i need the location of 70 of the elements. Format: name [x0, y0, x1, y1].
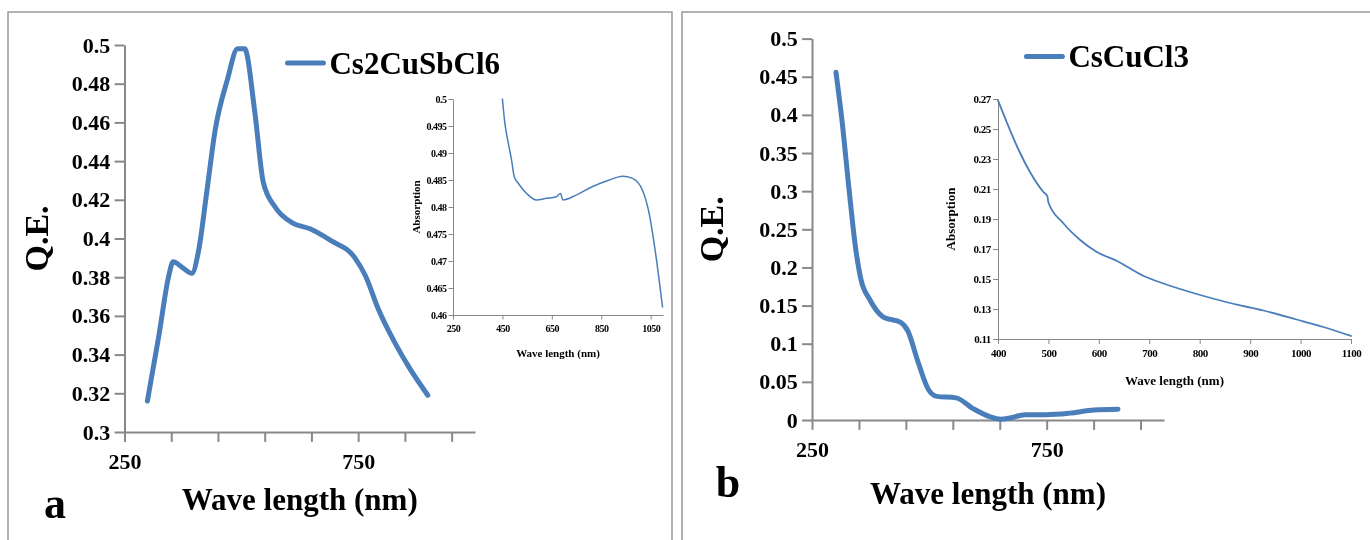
y-tick-label: 0.5	[435, 93, 447, 105]
y-tick-label: 0.475	[426, 228, 447, 240]
y-tick-label: 0.46	[431, 309, 447, 321]
x-axis-title: Wave length (nm)	[870, 476, 1106, 511]
x-tick-label: 800	[1192, 347, 1209, 360]
y-tick-label: 0.13	[973, 303, 992, 316]
y-tick-label: 0.2	[770, 254, 798, 280]
y-tick-label: 0.485	[426, 174, 447, 186]
x-tick-label: 250	[108, 448, 142, 474]
x-tick-label: 400	[991, 347, 1007, 360]
y-tick-label: 0.47	[431, 255, 447, 267]
x-tick-label: 1100	[1341, 347, 1363, 360]
legend-label: Cs2CuSbCl6	[329, 45, 500, 81]
y-axis-title: Q.E.	[693, 196, 730, 263]
y-tick-label: 0.38	[71, 264, 111, 290]
y-tick-label: 0.25	[973, 123, 992, 136]
x-tick-label: 650	[545, 322, 560, 334]
y-axis-title: Absorption	[410, 180, 422, 234]
y-axis-title: Q.E.	[18, 205, 55, 272]
x-tick-label: 600	[1091, 347, 1108, 360]
y-tick-label: 0.36	[71, 303, 111, 329]
y-tick-label: 0.11	[974, 333, 991, 346]
y-tick-label: 0.25	[759, 216, 798, 242]
legend-label: CsCuCl3	[1068, 39, 1189, 75]
y-axis-title: Absorption	[943, 186, 958, 251]
x-axis-title: Wave length (nm)	[516, 347, 601, 360]
x-tick-label: 1000	[1291, 347, 1313, 360]
y-tick-label: 0.34	[71, 342, 111, 368]
y-tick-label: 0.5	[82, 32, 111, 58]
x-tick-label: 450	[496, 322, 511, 334]
y-tick-label: 0.48	[431, 201, 447, 213]
y-tick-label: 0.3	[82, 419, 111, 445]
x-axis-title: Wave length (nm)	[181, 482, 418, 517]
y-tick-label: 0.465	[426, 282, 447, 294]
x-tick-label: 500	[1041, 347, 1058, 360]
x-tick-label: 850	[594, 322, 609, 334]
line-series	[501, 98, 664, 308]
y-tick-label: 0.15	[759, 293, 798, 319]
y-tick-label: 0.21	[973, 183, 991, 196]
y-tick-label: 0.4	[770, 102, 798, 128]
x-tick-label: 750	[1030, 436, 1064, 462]
y-tick-label: 0.46	[71, 109, 111, 135]
y-tick-label: 0.42	[71, 187, 111, 213]
x-tick-label: 250	[446, 322, 461, 334]
y-tick-label: 0.19	[973, 213, 992, 226]
y-tick-label: 0.1	[770, 331, 798, 357]
x-axis-title: Wave length (nm)	[1125, 373, 1224, 388]
text: b	[715, 458, 741, 507]
y-tick-label: 0.45	[759, 64, 798, 90]
y-tick-label: 0.44	[71, 148, 111, 174]
text: a	[44, 479, 66, 528]
y-tick-label: 0.32	[71, 380, 111, 406]
y-tick-label: 0.49	[431, 147, 447, 159]
y-tick-label: 0.05	[759, 369, 798, 395]
y-tick-label: 0.17	[973, 243, 992, 256]
y-tick-label: 0.35	[759, 140, 798, 166]
y-tick-label: 0.3	[770, 178, 798, 204]
x-tick-label: 900	[1243, 347, 1260, 360]
y-tick-label: 0.27	[973, 93, 992, 106]
y-tick-label: 0.23	[973, 153, 992, 166]
x-tick-label: 1050	[642, 322, 661, 334]
y-tick-label: 0.48	[71, 71, 111, 97]
y-tick-label: 0	[786, 407, 798, 433]
y-tick-label: 0.4	[82, 226, 111, 252]
y-tick-label: 0.495	[426, 120, 447, 132]
y-tick-label: 0.5	[770, 26, 798, 52]
x-tick-label: 700	[1142, 347, 1159, 360]
x-tick-label: 750	[342, 448, 376, 474]
y-tick-label: 0.15	[973, 273, 992, 286]
x-tick-label: 250	[796, 436, 829, 462]
